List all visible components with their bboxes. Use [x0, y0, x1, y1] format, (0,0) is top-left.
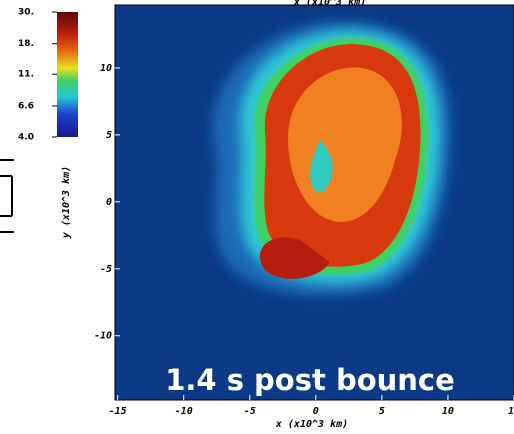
x-tick-label: 5 — [379, 406, 385, 417]
top-axis-label: x (x10^3 km) — [293, 0, 366, 8]
y-axis-label: y (x10^3 km) — [61, 166, 72, 239]
colorbar-tick-label: 30. — [18, 8, 34, 18]
colorbar-tick-label: 18. — [18, 39, 34, 49]
colorbar-tick-label: 6.6 — [18, 101, 34, 111]
y-tick-label: 0 — [106, 197, 112, 208]
x-tick-label: -15 — [109, 406, 127, 417]
left-marks — [0, 159, 14, 233]
y-tick-label: -10 — [94, 331, 112, 342]
x-tick-label: 15 — [508, 406, 514, 417]
y-tick-label: 5 — [106, 130, 112, 141]
colorbar-tick-label: 4.0 — [18, 133, 34, 143]
simulation-image — [115, 5, 514, 400]
x-axis-label: x (x10^3 km) — [275, 419, 348, 430]
x-tick-label: -5 — [244, 406, 256, 417]
annotation: 1.4 s post bounce — [165, 363, 455, 397]
y-tick-label: -5 — [100, 264, 112, 275]
x-tick-label: -10 — [175, 406, 193, 417]
colorbar — [57, 12, 78, 137]
y-tick-label: 10 — [100, 63, 112, 74]
x-tick-label: 0 — [313, 406, 319, 417]
x-tick-label: 10 — [442, 406, 454, 417]
plot-frame — [114, 4, 514, 401]
colorbar-tick-label: 11. — [18, 70, 34, 80]
